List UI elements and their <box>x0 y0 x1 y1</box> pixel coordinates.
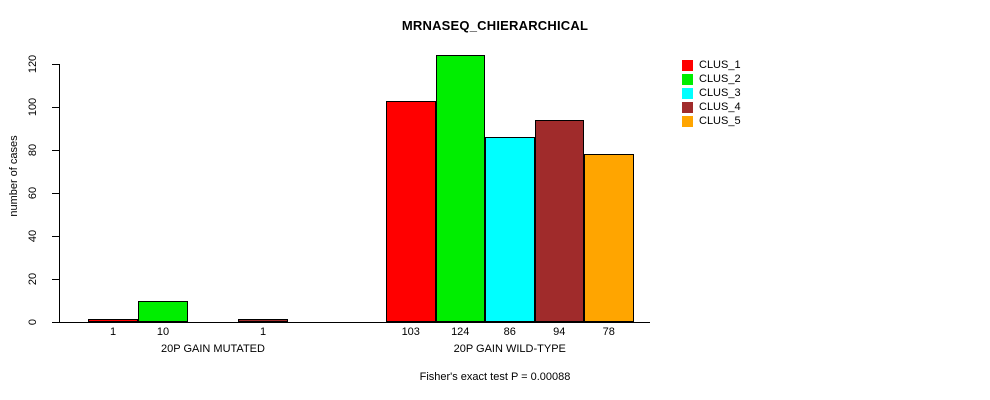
bar-clus_2 <box>138 300 188 322</box>
bar-value-label: 1 <box>259 326 267 338</box>
bar-clus_4 <box>534 119 584 322</box>
group-label: 20P GAIN WILD-TYPE <box>453 343 566 355</box>
legend-swatch-icon <box>682 101 693 113</box>
y-tick-mark <box>52 236 59 237</box>
y-tick-label: 0 <box>27 318 39 326</box>
bar-clus_3 <box>485 137 535 322</box>
legend-item: CLUS_5 <box>682 114 741 128</box>
x-axis-baseline <box>60 322 340 323</box>
bar-clus_1 <box>386 100 436 322</box>
legend-label: CLUS_1 <box>699 58 741 71</box>
bar-value-label: 10 <box>156 326 170 338</box>
bar-value-label: 1 <box>109 326 117 338</box>
bar-value-label: 124 <box>451 326 470 338</box>
legend-label: CLUS_2 <box>699 72 741 85</box>
y-tick-mark <box>52 107 59 108</box>
legend-label: CLUS_4 <box>699 100 741 113</box>
y-tick-mark <box>52 64 59 65</box>
legend: CLUS_1 CLUS_2 CLUS_3 CLUS_4 CLUS_5 <box>682 58 741 128</box>
legend-swatch-icon <box>682 115 693 127</box>
x-axis-baseline <box>340 322 650 323</box>
bar-clus_1 <box>88 319 138 322</box>
legend-item: CLUS_3 <box>682 86 741 100</box>
y-tick-label: 60 <box>27 186 39 200</box>
legend-item: CLUS_1 <box>682 58 741 72</box>
y-axis-title: number of cases <box>8 135 20 217</box>
y-tick-label: 100 <box>26 97 39 117</box>
bar-clus_2 <box>435 55 485 322</box>
y-tick-label: 120 <box>26 54 39 74</box>
group-label: 20P GAIN MUTATED <box>161 343 265 355</box>
legend-item: CLUS_4 <box>682 100 741 114</box>
legend-swatch-icon <box>682 73 693 85</box>
legend-item: CLUS_2 <box>682 72 741 86</box>
footer-statistic: Fisher's exact test P = 0.00088 <box>419 371 571 383</box>
y-tick-label: 20 <box>27 272 39 286</box>
bar-value-label: 86 <box>503 326 516 338</box>
bar-value-label: 103 <box>401 326 420 338</box>
y-tick-label: 40 <box>27 229 39 243</box>
legend-swatch-icon <box>682 87 693 99</box>
y-tick-label: 80 <box>27 143 39 157</box>
legend-swatch-icon <box>682 59 693 71</box>
legend-label: CLUS_5 <box>699 114 741 127</box>
y-axis-line <box>59 64 60 323</box>
bar-clus_5 <box>584 154 634 322</box>
y-tick-mark <box>52 150 59 151</box>
bar-clus_4 <box>238 319 288 322</box>
y-tick-mark <box>52 279 59 280</box>
bar-value-label: 94 <box>553 326 566 338</box>
y-tick-mark <box>52 322 59 323</box>
legend-label: CLUS_3 <box>699 86 741 99</box>
chart-title: MRNASEQ_CHIERARCHICAL <box>401 18 589 33</box>
y-tick-mark <box>52 193 59 194</box>
bar-value-label: 78 <box>602 326 615 338</box>
